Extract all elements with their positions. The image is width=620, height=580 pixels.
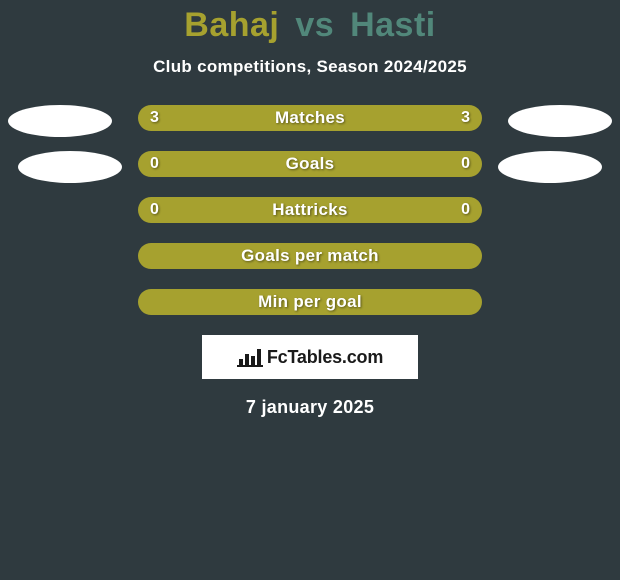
title-vs: vs xyxy=(295,6,334,44)
avatar-placeholder-left-1 xyxy=(8,105,112,137)
stat-value-right: 0 xyxy=(461,155,470,173)
page-title: Bahaj vs Hasti xyxy=(0,0,620,45)
stats-area: 3 Matches 3 0 Goals 0 0 Hattricks 0 Goal… xyxy=(0,105,620,315)
brand-text: FcTables.com xyxy=(267,347,383,368)
date-text: 7 january 2025 xyxy=(0,397,620,418)
stat-row-min-per-goal: Min per goal xyxy=(138,289,482,315)
bar-chart-icon xyxy=(237,347,263,367)
stat-label: Goals xyxy=(138,154,482,174)
stat-label: Goals per match xyxy=(138,246,482,266)
stat-value-right: 3 xyxy=(461,109,470,127)
stat-row-hattricks: 0 Hattricks 0 xyxy=(138,197,482,223)
avatar-placeholder-left-2 xyxy=(18,151,122,183)
stat-value-right: 0 xyxy=(461,201,470,219)
stat-label: Min per goal xyxy=(138,292,482,312)
stat-label: Matches xyxy=(138,108,482,128)
brand-badge: FcTables.com xyxy=(202,335,418,379)
stat-row-goals: 0 Goals 0 xyxy=(138,151,482,177)
avatar-placeholder-right-2 xyxy=(498,151,602,183)
avatar-placeholder-right-1 xyxy=(508,105,612,137)
page-root: Bahaj vs Hasti Club competitions, Season… xyxy=(0,0,620,580)
stat-label: Hattricks xyxy=(138,200,482,220)
stat-row-matches: 3 Matches 3 xyxy=(138,105,482,131)
stat-bars: 3 Matches 3 0 Goals 0 0 Hattricks 0 Goal… xyxy=(138,105,482,315)
title-player2: Hasti xyxy=(350,6,436,44)
stat-row-goals-per-match: Goals per match xyxy=(138,243,482,269)
subtitle: Club competitions, Season 2024/2025 xyxy=(0,57,620,77)
title-player1: Bahaj xyxy=(184,6,279,44)
